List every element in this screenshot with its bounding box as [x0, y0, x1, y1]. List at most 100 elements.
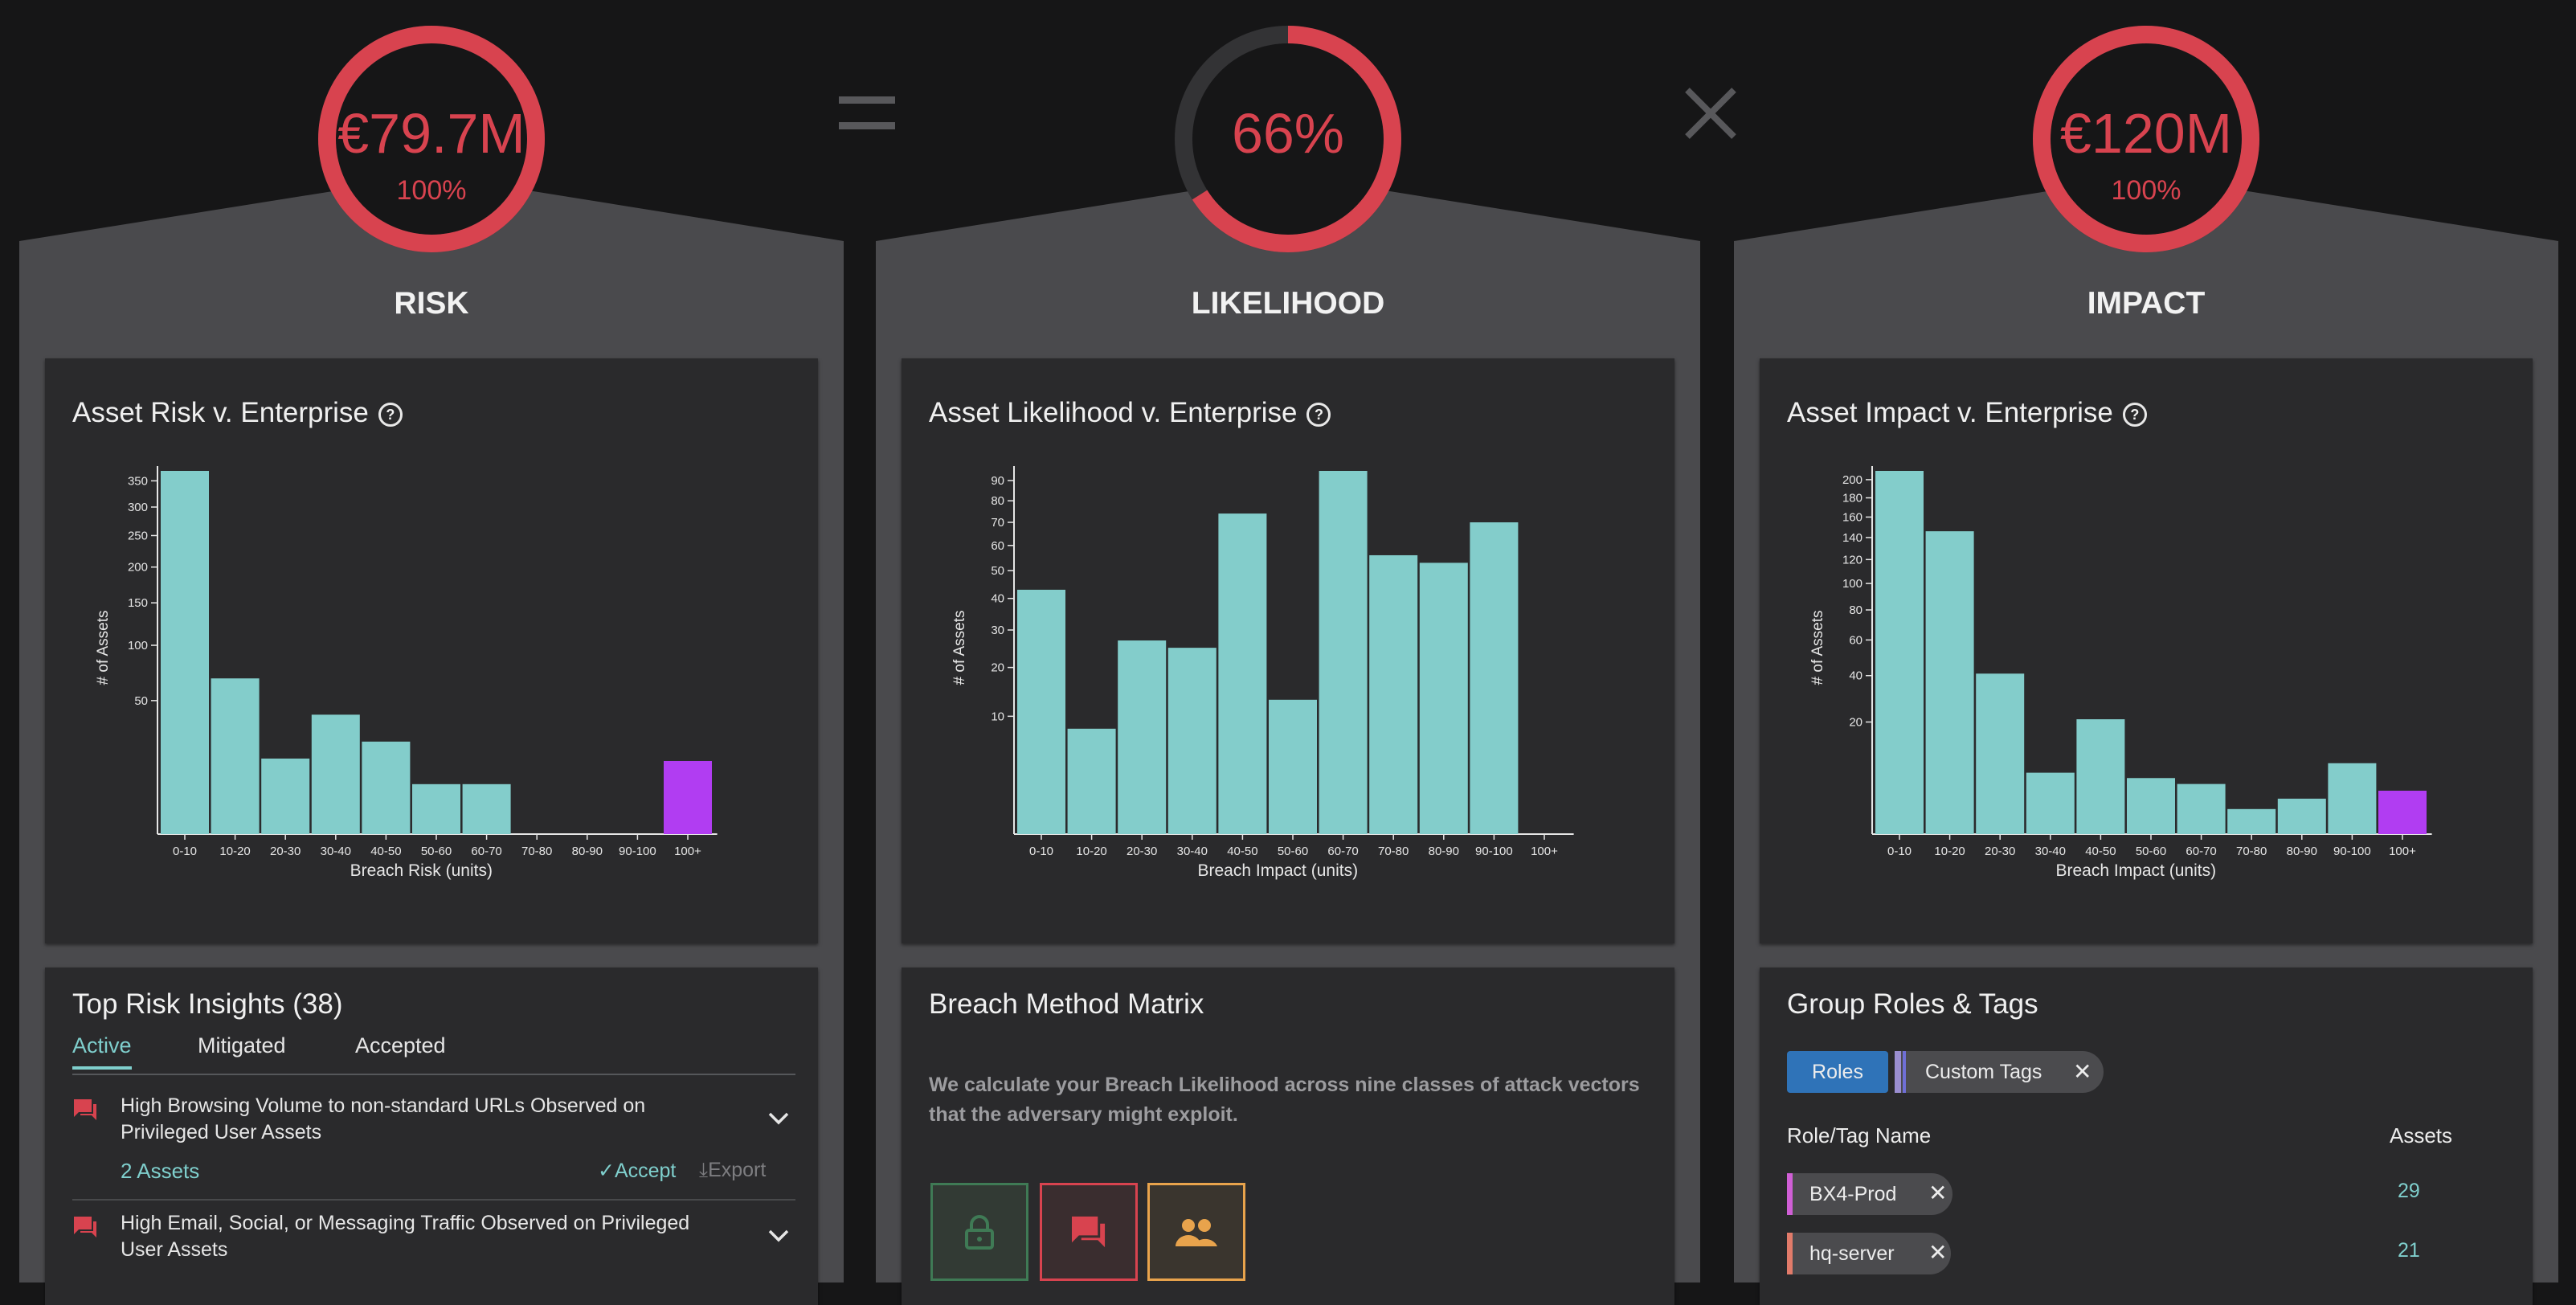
histogram-bar[interactable]: [2076, 719, 2125, 834]
tag-asset-count[interactable]: 21: [2398, 1239, 2420, 1262]
histogram-bar[interactable]: [2227, 808, 2276, 834]
custom-tags-toggle[interactable]: Custom Tags ✕: [1895, 1051, 2104, 1093]
histogram-bar[interactable]: [1269, 699, 1317, 834]
download-icon: ⤓: [699, 1159, 709, 1181]
histogram-bar[interactable]: [311, 714, 360, 834]
histogram-bar[interactable]: [664, 760, 712, 834]
histogram-bar[interactable]: [1875, 471, 1924, 834]
histogram-bar[interactable]: [161, 471, 209, 834]
x-tick-label: 30-40: [2035, 845, 2066, 858]
x-tick-label: 60-70: [1327, 845, 1358, 858]
x-tick-label: 40-50: [1227, 845, 1257, 858]
y-axis-label: # of Assets: [951, 611, 968, 685]
tag-chip[interactable]: hq-server: [1787, 1233, 1951, 1274]
y-axis-label: # of Assets: [95, 611, 112, 685]
histogram-bar[interactable]: [2026, 772, 2075, 834]
close-icon[interactable]: ✕: [1928, 1180, 1948, 1205]
insight-divider: [72, 1199, 795, 1201]
lock-icon: [965, 1215, 994, 1250]
insight-assets-link[interactable]: 2 Assets: [121, 1159, 200, 1183]
tab-mitigated[interactable]: Mitigated: [198, 1033, 286, 1058]
x-tick-label: 100+: [674, 845, 701, 858]
tag-color-swatch: [1895, 1051, 1901, 1093]
histogram-bar[interactable]: [362, 741, 411, 834]
risk-column: €79.7M 100% RISK Asset Risk v. Enterpris…: [19, 0, 844, 1305]
matrix-box-lock[interactable]: [930, 1183, 1028, 1281]
y-tick-label: 200: [1842, 473, 1862, 487]
histogram-bar[interactable]: [1976, 673, 2025, 834]
histogram-bar[interactable]: [1118, 640, 1167, 834]
histogram-bar[interactable]: [2378, 790, 2427, 834]
tab-accepted[interactable]: Accepted: [355, 1033, 446, 1058]
impact-chart-title: Asset Impact v. Enterprise?: [1787, 397, 2147, 429]
matrix-box-chat[interactable]: [1040, 1183, 1138, 1281]
likelihood-histogram: 10 20 30 40 50 60 70 80 90 0-10 10-20 20-30 30-40 40-…: [951, 466, 1574, 880]
close-icon[interactable]: ✕: [1928, 1240, 1948, 1265]
histogram-bar[interactable]: [2127, 778, 2175, 834]
insights-tabs: Active Mitigated Accepted: [72, 1033, 795, 1075]
chat-icon: [1072, 1216, 1106, 1248]
tag-chip[interactable]: BX4-Prod: [1787, 1173, 1953, 1215]
x-axis-label: Breach Risk (units): [350, 861, 493, 880]
insight-item[interactable]: High Email, Social, or Messaging Traffic…: [72, 1210, 795, 1299]
x-axis-label: Breach Impact (units): [2056, 861, 2217, 880]
histogram-bar[interactable]: [2177, 783, 2226, 834]
y-tick-label: 300: [128, 501, 148, 514]
insight-item[interactable]: High Browsing Volume to non-standard URL…: [72, 1093, 795, 1183]
groups-card: Group Roles & Tags Roles Custom Tags ✕ R…: [1760, 968, 2533, 1305]
histogram-bar[interactable]: [1319, 471, 1368, 834]
histogram-bar[interactable]: [2277, 798, 2326, 834]
accept-button[interactable]: ✓Accept: [598, 1160, 677, 1182]
likelihood-value: 66%: [1231, 102, 1345, 165]
tab-active[interactable]: Active: [72, 1033, 132, 1070]
histogram-bar[interactable]: [1167, 648, 1216, 834]
histogram-bar[interactable]: [1470, 522, 1519, 834]
histogram-bar[interactable]: [1017, 589, 1065, 834]
roles-toggle[interactable]: Roles: [1787, 1051, 1888, 1093]
histogram-bar[interactable]: [2328, 763, 2377, 834]
x-tick-label: 60-70: [471, 845, 501, 858]
x-tick-label: 80-90: [572, 845, 603, 858]
insight-text: High Browsing Volume to non-standard URL…: [121, 1094, 646, 1143]
histogram-bar[interactable]: [1218, 513, 1267, 834]
histogram-bar[interactable]: [261, 759, 310, 834]
matrix-box-users[interactable]: [1147, 1183, 1245, 1281]
x-tick-label: 0-10: [1887, 845, 1912, 858]
histogram-bar[interactable]: [412, 783, 460, 834]
risk-title: RISK: [394, 286, 469, 321]
chevron-down-icon[interactable]: [768, 1229, 789, 1242]
close-icon[interactable]: ✕: [2073, 1059, 2092, 1084]
risk-percent: 100%: [396, 175, 467, 206]
likelihood-chart-title: Asset Likelihood v. Enterprise?: [929, 397, 1331, 429]
y-tick-label: 40: [991, 592, 1004, 606]
likelihood-ring: [1175, 26, 1401, 252]
y-axis-label: # of Assets: [1809, 611, 1826, 685]
help-icon[interactable]: ?: [2122, 402, 2147, 427]
impact-chart-card: Asset Impact v. Enterprise? 20 40 60 80 100 1…: [1760, 358, 2533, 943]
x-tick-label: 100+: [1531, 845, 1558, 858]
x-tick-label: 10-20: [219, 845, 250, 858]
histogram-bar[interactable]: [462, 783, 511, 834]
x-tick-label: 90-100: [619, 845, 656, 858]
y-tick-label: 60: [991, 539, 1004, 553]
equals-icon: [839, 96, 895, 129]
histogram-bar[interactable]: [1925, 531, 1974, 834]
x-tick-label: 90-100: [2333, 845, 2371, 858]
groups-title: Group Roles & Tags: [1787, 988, 2038, 1020]
help-icon[interactable]: ?: [378, 402, 403, 427]
histogram-bar[interactable]: [1067, 728, 1116, 834]
chevron-down-icon[interactable]: [768, 1112, 789, 1125]
export-button[interactable]: ⤓Export: [699, 1159, 767, 1181]
matrix-title: Breach Method Matrix: [929, 988, 1204, 1020]
help-icon[interactable]: ?: [1306, 402, 1331, 427]
y-tick-label: 40: [1849, 669, 1862, 683]
y-tick-label: 70: [991, 516, 1004, 530]
tag-asset-count[interactable]: 29: [2398, 1180, 2420, 1202]
histogram-bar[interactable]: [211, 678, 260, 834]
y-tick-label: 30: [991, 624, 1004, 637]
histogram-bar[interactable]: [1419, 562, 1468, 834]
histogram-bar[interactable]: [1369, 554, 1418, 834]
likelihood-column: 66% LIKELIHOOD Asset Likelihood v. Enter…: [876, 0, 1700, 1305]
x-tick-label: 0-10: [173, 845, 197, 858]
impact-ring: [2033, 26, 2259, 252]
